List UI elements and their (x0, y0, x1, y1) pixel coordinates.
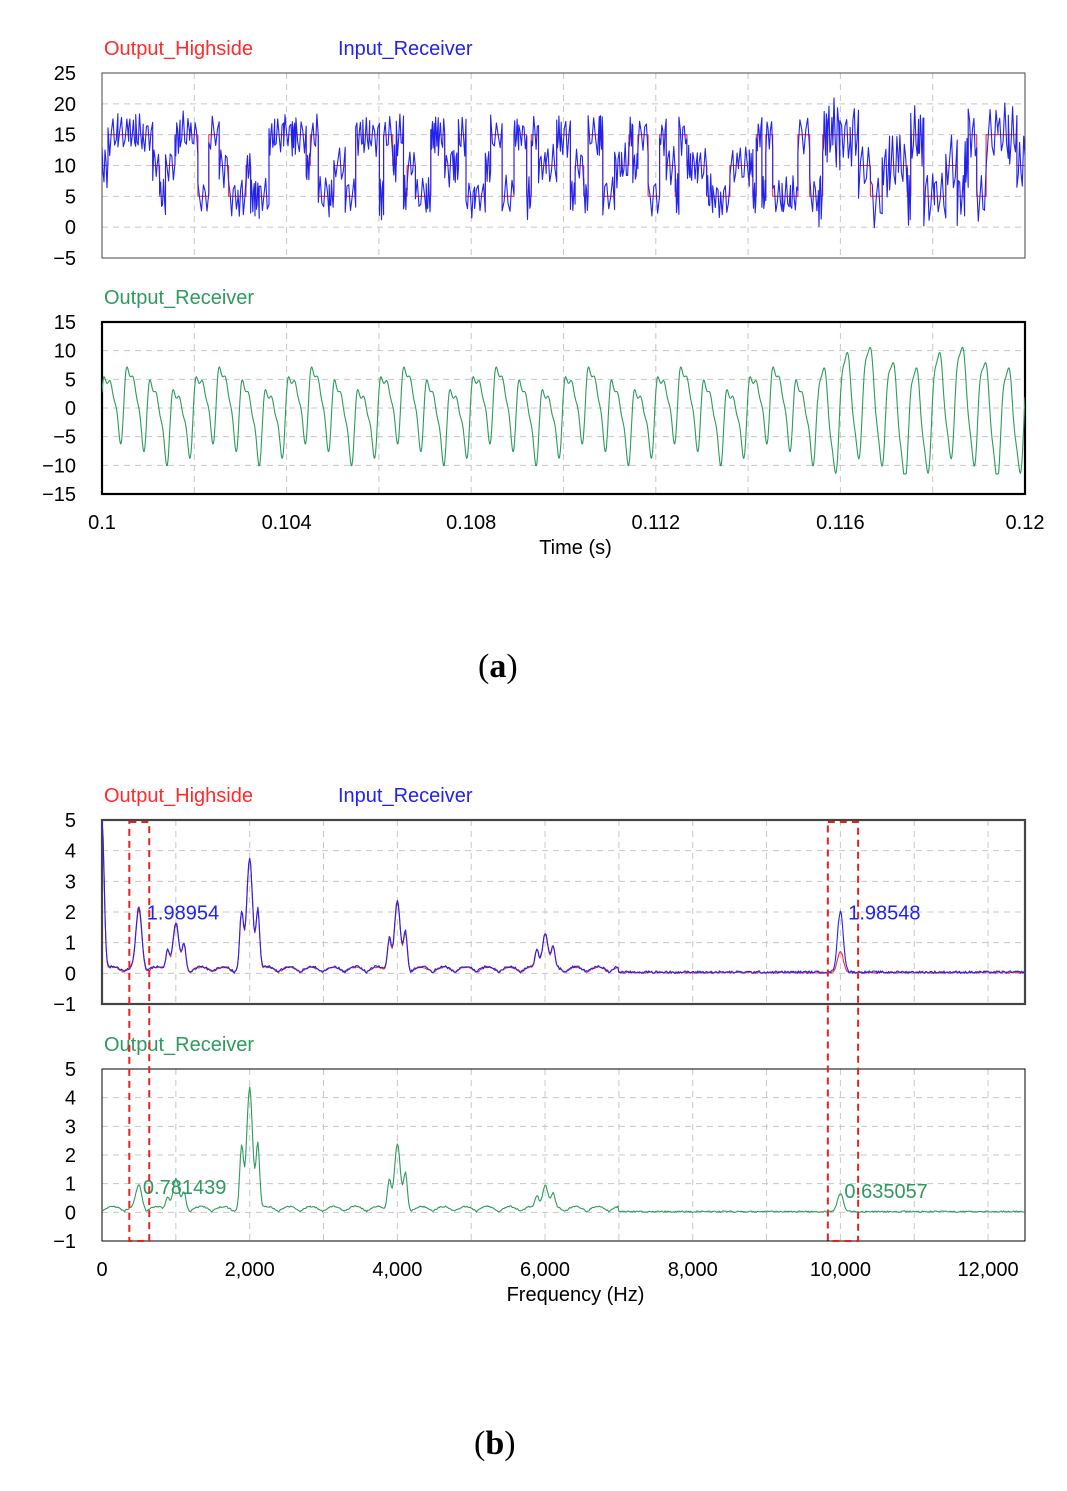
y-tick-label: 2 (65, 902, 76, 924)
x-tick-label: 8,000 (668, 1259, 718, 1281)
series-output-highside (102, 820, 1025, 974)
y-tick-label: 3 (65, 871, 76, 893)
y-tick-label: 0 (65, 398, 76, 420)
y-tick-label: −5 (53, 427, 76, 449)
y-tick-label: 4 (65, 841, 76, 863)
y-tick-label: 10 (54, 156, 76, 178)
x-tick-label: 0.12 (1006, 512, 1045, 534)
y-tick-label: 0 (65, 963, 76, 985)
y-tick-label: 25 (54, 63, 76, 85)
y-tick-label: 5 (65, 186, 76, 208)
y-tick-label: 5 (65, 369, 76, 391)
x-tick-label: 12,000 (957, 1259, 1018, 1281)
y-tick-label: 15 (54, 312, 76, 334)
y-tick-label: −10 (42, 455, 76, 477)
plot-frame (101, 1068, 1026, 1242)
x-tick-label: 0.108 (446, 512, 496, 534)
series-output-receiver (102, 346, 1025, 475)
y-tick-label: 20 (54, 94, 76, 116)
annotation-label: 0.781439 (143, 1177, 226, 1199)
panel-label-b: (b) (474, 1425, 516, 1462)
highlight-box (128, 821, 151, 1242)
highlight-box (826, 821, 860, 1242)
y-tick-label: 0 (65, 1202, 76, 1224)
y-tick-label: −5 (53, 248, 76, 270)
legend-entry: Input_Receiver (338, 38, 473, 60)
x-axis-label: Frequency (Hz) (507, 1284, 645, 1306)
legend-entry: Output_Receiver (104, 1034, 254, 1056)
x-tick-label: 2,000 (225, 1259, 275, 1281)
series-input-receiver (102, 97, 1025, 229)
y-tick-label: 2 (65, 1145, 76, 1167)
x-tick-label: 10,000 (810, 1259, 871, 1281)
y-tick-label: 1 (65, 933, 76, 955)
series-output-receiver (102, 1086, 1025, 1213)
legend-entry: Output_Highside (104, 38, 253, 60)
y-tick-label: 5 (65, 1059, 76, 1081)
x-tick-label: 4,000 (372, 1259, 422, 1281)
y-tick-label: 1 (65, 1174, 76, 1196)
x-tick-label: 0.1 (88, 512, 116, 534)
x-tick-label: 6,000 (520, 1259, 570, 1281)
y-tick-label: 10 (54, 341, 76, 363)
y-tick-label: 3 (65, 1116, 76, 1138)
annotation-label: 1.98548 (848, 902, 920, 924)
y-tick-label: 4 (65, 1088, 76, 1110)
series-input-receiver (102, 820, 1025, 974)
annotation-label: 1.98954 (147, 902, 219, 924)
x-tick-label: 0.116 (816, 512, 865, 534)
x-tick-label: 0.104 (262, 512, 312, 534)
plot-frame (100, 818, 1027, 1006)
y-tick-label: 5 (65, 810, 76, 832)
y-tick-label: −15 (42, 484, 76, 506)
legend-entry: Input_Receiver (338, 785, 473, 807)
annotation-label: 0.635057 (844, 1181, 927, 1203)
x-tick-label: 0.112 (632, 512, 681, 534)
y-tick-label: 0 (65, 217, 76, 239)
y-tick-label: −1 (53, 994, 76, 1016)
legend-entry: Output_Highside (104, 785, 253, 807)
y-tick-label: −1 (53, 1231, 76, 1253)
panel-label-a: (a) (478, 648, 518, 685)
x-axis-label: Time (s) (539, 537, 612, 559)
x-tick-label: 0 (96, 1259, 107, 1281)
legend-entry: Output_Receiver (104, 287, 254, 309)
y-tick-label: 15 (54, 125, 76, 147)
